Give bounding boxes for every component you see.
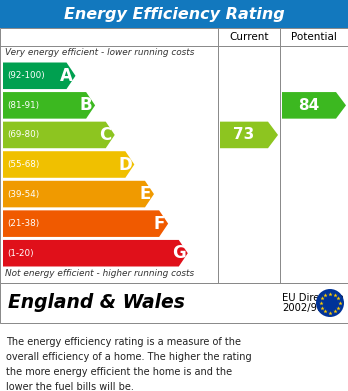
Text: D: D bbox=[118, 156, 132, 174]
Bar bbox=[0, 283, 348, 323]
Text: (1-20): (1-20) bbox=[7, 249, 34, 258]
Circle shape bbox=[316, 289, 344, 317]
Polygon shape bbox=[3, 240, 188, 267]
Polygon shape bbox=[3, 63, 76, 89]
Text: B: B bbox=[80, 96, 93, 114]
Text: the more energy efficient the home is and the: the more energy efficient the home is an… bbox=[6, 367, 232, 377]
Text: (92-100): (92-100) bbox=[7, 71, 45, 80]
Text: Energy Efficiency Rating: Energy Efficiency Rating bbox=[64, 7, 284, 22]
Text: C: C bbox=[100, 126, 112, 144]
Polygon shape bbox=[3, 181, 154, 207]
Text: lower the fuel bills will be.: lower the fuel bills will be. bbox=[6, 382, 134, 391]
Text: F: F bbox=[153, 215, 165, 233]
Text: 2002/91/EC: 2002/91/EC bbox=[282, 303, 340, 313]
Text: G: G bbox=[172, 244, 185, 262]
Text: Very energy efficient - lower running costs: Very energy efficient - lower running co… bbox=[5, 48, 195, 57]
Polygon shape bbox=[3, 92, 95, 118]
Bar bbox=[0, 0, 348, 28]
Text: A: A bbox=[60, 67, 73, 85]
Bar bbox=[0, 28, 348, 283]
Text: England & Wales: England & Wales bbox=[8, 294, 185, 312]
Polygon shape bbox=[3, 210, 168, 237]
Text: overall efficiency of a home. The higher the rating: overall efficiency of a home. The higher… bbox=[6, 352, 252, 362]
Text: (69-80): (69-80) bbox=[7, 131, 39, 140]
Text: (55-68): (55-68) bbox=[7, 160, 39, 169]
Text: The energy efficiency rating is a measure of the: The energy efficiency rating is a measur… bbox=[6, 337, 241, 346]
Text: Potential: Potential bbox=[291, 32, 337, 42]
Text: (39-54): (39-54) bbox=[7, 190, 39, 199]
Text: EU Directive: EU Directive bbox=[282, 293, 343, 303]
Text: 84: 84 bbox=[298, 98, 319, 113]
Text: E: E bbox=[139, 185, 151, 203]
Polygon shape bbox=[3, 122, 115, 148]
Text: Current: Current bbox=[229, 32, 269, 42]
Text: 73: 73 bbox=[234, 127, 255, 142]
Text: (21-38): (21-38) bbox=[7, 219, 39, 228]
Text: Not energy efficient - higher running costs: Not energy efficient - higher running co… bbox=[5, 269, 194, 278]
Polygon shape bbox=[282, 92, 346, 118]
Text: (81-91): (81-91) bbox=[7, 101, 39, 110]
Polygon shape bbox=[3, 151, 134, 178]
Polygon shape bbox=[220, 122, 278, 148]
